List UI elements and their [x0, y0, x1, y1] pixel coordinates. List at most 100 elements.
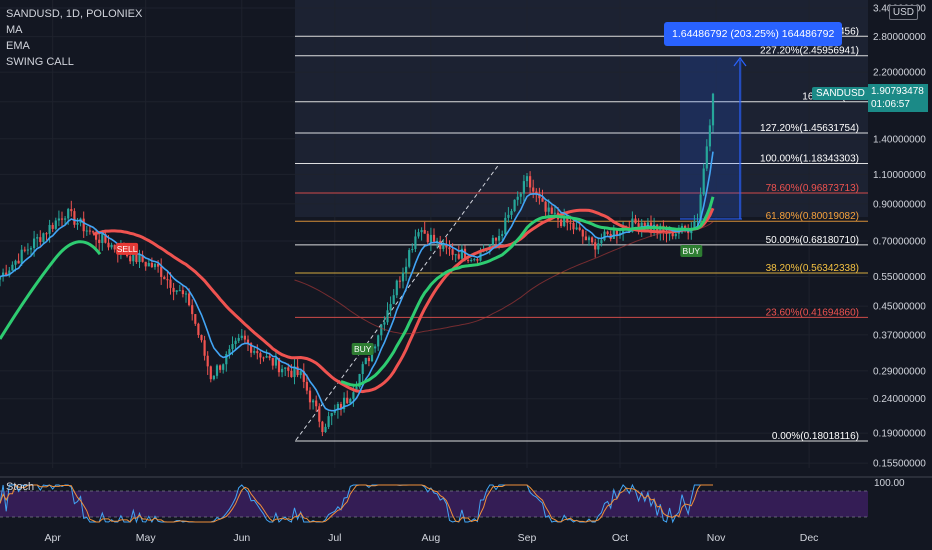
candle-body: [349, 398, 352, 404]
candle-body: [188, 293, 191, 306]
candle-body: [259, 353, 262, 358]
candle-body: [553, 212, 556, 214]
y-tick-label: 2.80000000: [873, 32, 926, 43]
candle-body: [246, 339, 250, 344]
candle-body: [705, 146, 708, 169]
candle-body: [308, 390, 312, 403]
stoch-indicator-label[interactable]: Stoch: [6, 481, 35, 493]
candle-body: [2, 272, 5, 277]
candle-body: [228, 349, 231, 354]
candle-body: [699, 194, 702, 221]
fib-label: 227.20%(2.45956941): [760, 46, 859, 57]
candle-body: [14, 260, 17, 265]
currency-button[interactable]: USD: [888, 5, 918, 20]
candle-body: [45, 233, 48, 235]
candle-body: [640, 222, 643, 229]
candle-body: [110, 244, 113, 248]
candle-body: [88, 230, 91, 232]
candle-body: [113, 244, 116, 250]
candle-body: [48, 225, 51, 234]
candle-body: [584, 236, 587, 241]
candle-body: [367, 357, 370, 362]
candle-body: [324, 426, 327, 433]
candle-body: [290, 370, 293, 378]
candle-body: [212, 375, 215, 380]
candle-body: [82, 218, 85, 232]
candle-body: [268, 356, 271, 358]
candle-body: [107, 242, 110, 248]
candle-body: [302, 371, 305, 382]
candle-body: [408, 250, 411, 267]
candle-body: [566, 215, 569, 223]
candle-body: [473, 259, 476, 261]
y-tick-label: 0.90000000: [873, 199, 926, 210]
candle-body: [225, 353, 228, 365]
candle-body: [157, 263, 160, 267]
signals: SELL BUY BUY: [116, 242, 703, 355]
candle-body: [150, 262, 153, 268]
candle-body: [674, 233, 677, 237]
candle-body: [160, 266, 163, 277]
candle-body: [91, 231, 95, 233]
candle-body: [191, 305, 194, 315]
candle-body: [563, 215, 566, 226]
x-tick-label: May: [136, 532, 157, 544]
candle-body: [138, 254, 141, 263]
candle-body: [364, 357, 367, 365]
buy-signal: BUY: [680, 244, 703, 257]
fib-label: 23.60%(0.41694860): [766, 307, 859, 318]
candle-body: [129, 256, 132, 262]
candle-body: [60, 218, 64, 220]
y-tick-label: 0.19000000: [873, 429, 926, 440]
fib-label: 50.00%(0.68180710): [766, 235, 859, 246]
candle-body: [126, 254, 129, 257]
legend-ma[interactable]: MA: [6, 24, 23, 36]
candle-body: [615, 230, 618, 236]
candle-body: [525, 176, 529, 182]
candle-body: [305, 381, 308, 391]
candle-body: [178, 290, 181, 292]
symbol-price-tag: SANDUSD: [812, 87, 869, 100]
candle-body: [519, 193, 522, 197]
candle-body: [153, 263, 157, 268]
candle-body: [144, 261, 147, 267]
signal-badge: [351, 342, 374, 355]
candle-body: [606, 231, 609, 235]
y-tick-label: 0.45000000: [873, 302, 926, 313]
candle-body: [346, 397, 349, 404]
signal-badge: [680, 244, 703, 257]
candle-body: [414, 236, 417, 250]
y-tick-label: 0.24000000: [873, 394, 926, 405]
candle-body: [11, 264, 14, 271]
candle-body: [253, 351, 256, 353]
candle-body: [33, 238, 36, 249]
candle-body: [284, 367, 287, 369]
candle-body: [29, 248, 33, 250]
symbol-title: SANDUSD, 1D, POLONIEX: [6, 8, 143, 20]
candle-body: [693, 221, 696, 229]
candle-body: [70, 209, 73, 212]
candle-body: [293, 366, 296, 378]
candle-body: [321, 421, 324, 433]
candle-body: [163, 276, 166, 280]
legend-ema[interactable]: EMA: [6, 40, 30, 52]
candle-body: [243, 335, 246, 340]
candle-body: [147, 262, 150, 267]
candle-body: [544, 201, 547, 212]
y-tick-label: 0.55000000: [873, 272, 926, 283]
candle-body: [494, 237, 498, 241]
candle-body: [708, 125, 711, 147]
signal-label: SELL: [117, 244, 138, 254]
candle-body: [398, 280, 401, 282]
legend-swing-call[interactable]: SWING CALL: [6, 56, 74, 68]
candle-body: [64, 218, 67, 220]
candle-body: [299, 371, 302, 376]
candle-body: [510, 211, 513, 215]
candle-body: [104, 233, 107, 243]
candle-body: [333, 410, 336, 413]
candle-body: [39, 237, 42, 242]
candle-body: [476, 259, 479, 261]
stoch-band: [0, 491, 868, 517]
candle-body: [547, 207, 550, 212]
